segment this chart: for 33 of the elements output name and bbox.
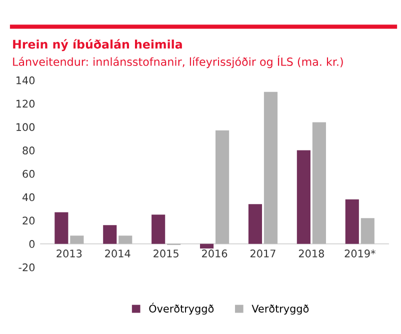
y-tick-label: -20	[18, 263, 35, 272]
chart-subtitle: Lánveitendur: innlánsstofnanir, lífeyrissjóðir og ÍLS (ma. kr.)	[13, 55, 343, 68]
bar	[103, 225, 117, 244]
bar	[70, 236, 84, 244]
bar	[264, 92, 278, 244]
y-tick-label: 60	[22, 170, 35, 178]
y-tick-label: 40	[22, 193, 35, 202]
y-tick-label: 80	[22, 146, 35, 154]
legend-label: Óverðtryggð	[149, 302, 214, 315]
y-tick-label: 20	[22, 216, 35, 225]
legend-label: Verðtryggð	[252, 304, 309, 315]
bar	[296, 150, 310, 244]
x-tick-label: 2015	[154, 250, 178, 258]
bar	[54, 212, 68, 244]
chart-title: Hrein ný íbúðalán heimila	[13, 39, 182, 52]
x-tick-label: 2014	[105, 250, 130, 258]
x-tick-label: 2018	[298, 250, 324, 258]
x-tick-label: 2017	[250, 250, 276, 258]
bar	[216, 130, 230, 244]
x-tick-label: 2016	[202, 250, 228, 258]
y-tick-label: 120	[16, 100, 35, 108]
y-tick-label: 140	[16, 76, 35, 84]
x-tick-label: 2019*	[344, 250, 376, 258]
x-tick-label: 2013	[56, 250, 82, 258]
bar	[248, 204, 262, 244]
bar	[200, 244, 214, 248]
y-tick-label: 0	[29, 240, 35, 248]
bar	[152, 214, 166, 244]
bar	[360, 218, 374, 244]
bar	[312, 122, 326, 244]
y-tick-label: 100	[16, 123, 35, 132]
bar	[345, 199, 359, 244]
bar	[118, 236, 132, 244]
